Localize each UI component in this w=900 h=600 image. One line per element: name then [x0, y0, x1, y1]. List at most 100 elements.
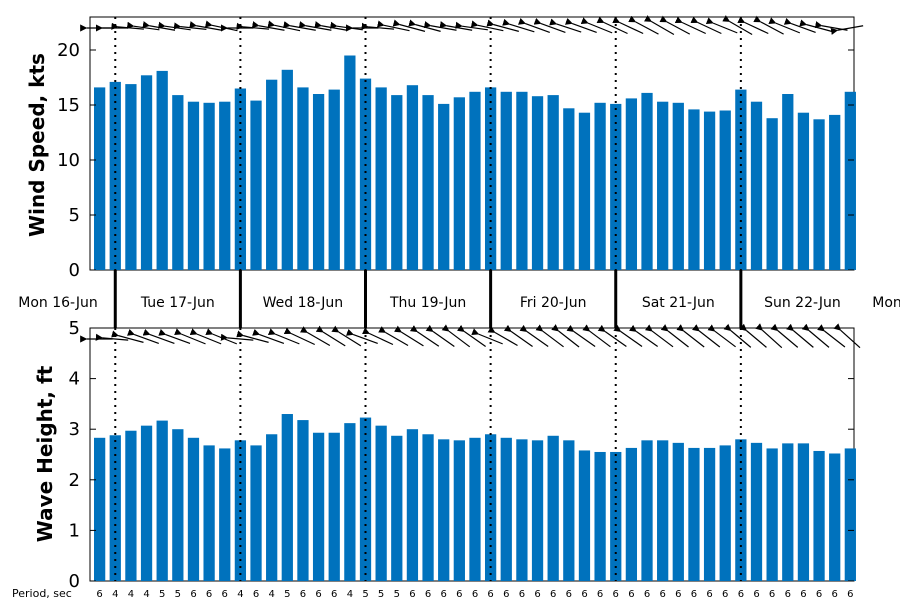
wave-bar	[672, 442, 684, 581]
period-value: 6	[519, 589, 525, 600]
wind-direction-arrow	[518, 17, 550, 34]
period-value: 6	[550, 589, 556, 600]
wave-direction-arrow	[786, 323, 814, 348]
period-value: 6	[660, 589, 666, 600]
period-value: 6	[253, 589, 259, 600]
wind-bar	[140, 75, 153, 270]
wave-bar	[594, 451, 606, 581]
wind-direction-arrow	[628, 15, 659, 35]
wind-direction-arrow	[455, 21, 488, 31]
wave-tick-label: 0	[69, 571, 80, 592]
wave-bar	[578, 450, 591, 581]
wind-bar	[672, 102, 684, 270]
wave-direction-arrow	[456, 324, 486, 347]
wave-day-dividers	[114, 328, 742, 581]
wave-bar	[610, 451, 622, 581]
wave-direction-arrow	[299, 326, 331, 347]
period-value: 4	[347, 589, 353, 600]
wave-direction-arrow	[770, 323, 799, 348]
day-band: Mon 16-Jun Tue 17-Jun Wed 18-Jun Thu 19-Jun…	[18, 270, 900, 328]
wind-bar	[766, 118, 778, 270]
wave-direction-arrows	[80, 323, 861, 349]
wind-bar	[406, 85, 419, 270]
wind-direction-arrow	[251, 21, 285, 31]
wind-bar	[688, 109, 700, 271]
wind-bar	[391, 95, 403, 270]
wind-direction-arrow	[690, 16, 722, 35]
wave-bar	[453, 440, 465, 581]
wind-direction-arrow	[768, 17, 801, 34]
wind-bar	[250, 100, 262, 270]
wind-bar	[469, 91, 481, 270]
wind-bar	[750, 101, 763, 270]
period-value: 4	[269, 589, 275, 600]
period-value: 5	[175, 589, 181, 600]
period-value: 4	[128, 589, 134, 600]
wave-direction-arrow	[189, 328, 222, 345]
wave-direction-arrow	[331, 325, 362, 347]
wave-direction-arrow	[361, 327, 394, 346]
wind-y-ticks: 0 5 10 15 20	[57, 40, 854, 281]
wind-bar	[578, 112, 591, 270]
period-value: 5	[284, 589, 290, 600]
wave-bar	[500, 437, 512, 581]
wind-bar	[703, 111, 716, 270]
wave-bar	[328, 432, 340, 581]
wind-y-axis-label: Wind Speed, kts	[25, 53, 49, 237]
wave-bar	[359, 417, 372, 581]
wave-direction-arrow	[393, 325, 424, 347]
wind-bar	[109, 81, 121, 271]
period-value: 6	[706, 589, 712, 600]
wave-bar	[156, 420, 168, 581]
period-value: 6	[315, 589, 321, 600]
day-label: Thu 19-Jun	[389, 295, 466, 311]
period-value: 6	[847, 589, 853, 600]
period-value: 6	[331, 589, 337, 600]
wind-direction-arrow	[737, 16, 769, 35]
wind-direction-arrow	[722, 15, 753, 36]
wave-bar	[766, 448, 778, 581]
period-value: 6	[785, 589, 791, 600]
wind-direction-arrow	[189, 21, 223, 31]
period-value: 6	[722, 589, 728, 600]
period-value: 4	[237, 589, 243, 600]
wave-bar	[109, 435, 121, 581]
wind-bar	[531, 96, 544, 270]
wave-direction-arrow	[158, 328, 191, 345]
wind-bar	[187, 101, 200, 270]
wave-tick-label: 3	[69, 419, 80, 440]
wind-direction-arrow	[392, 19, 426, 32]
wave-bar	[422, 434, 434, 581]
wave-direction-arrow	[676, 324, 705, 348]
period-value: 6	[409, 589, 415, 600]
wind-bar	[156, 70, 168, 271]
wind-bar	[829, 114, 841, 271]
wave-bar	[250, 445, 262, 581]
wave-direction-arrow	[315, 325, 346, 347]
wind-direction-arrow	[486, 19, 519, 32]
wave-bar	[172, 429, 184, 581]
wind-bar	[641, 92, 653, 271]
wave-direction-arrow	[409, 325, 440, 347]
wind-bar	[172, 95, 184, 270]
period-value: 6	[644, 589, 650, 600]
wave-bar	[94, 437, 106, 581]
day-label: Mon 16-Jun	[18, 295, 98, 311]
period-label: Period, sec	[12, 587, 72, 600]
wave-bar	[844, 448, 856, 581]
period-value: 4	[143, 589, 149, 600]
wind-bar	[625, 98, 638, 271]
period-value: 6	[753, 589, 759, 600]
wind-direction-arrow	[549, 18, 582, 33]
wave-bar	[797, 443, 810, 581]
wave-direction-arrow	[236, 330, 269, 343]
wave-direction-arrow	[267, 328, 300, 345]
period-value: 6	[769, 589, 775, 600]
wave-bar	[219, 448, 231, 581]
wind-direction-arrow	[470, 20, 504, 32]
wave-bar	[312, 432, 325, 581]
wind-bar	[719, 110, 731, 270]
wave-direction-arrow	[613, 324, 643, 347]
wind-bar	[328, 89, 340, 270]
